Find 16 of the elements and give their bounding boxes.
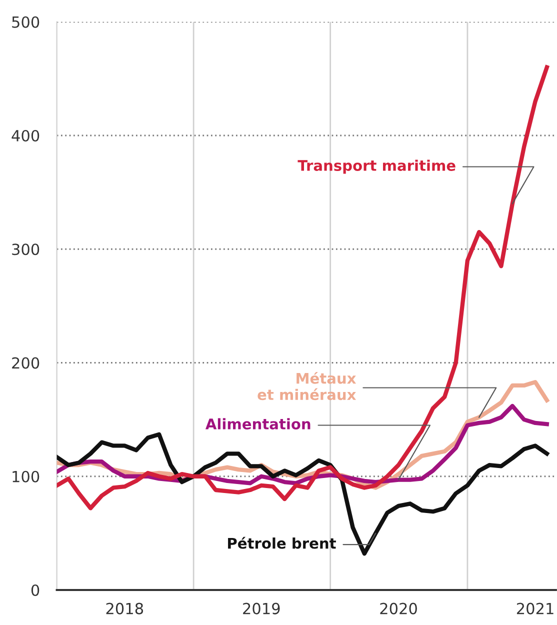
- text: Métaux et minéraux: [258, 372, 356, 400]
- y-tick-label: 300: [12, 244, 40, 256]
- line-series: [56, 65, 549, 510]
- x-tick-label: 2020: [380, 602, 417, 614]
- y-tick-label: 0: [31, 584, 40, 596]
- x-tick-label: 2021: [516, 602, 554, 614]
- x-tick-label: 2018: [106, 602, 144, 614]
- y-tick-label: 100: [12, 470, 40, 482]
- x-tick-label: 2019: [243, 602, 280, 614]
- y-tick-label: 500: [12, 16, 40, 28]
- series-label: Pétrole brent: [228, 536, 336, 549]
- y-tick-label: 400: [12, 130, 40, 142]
- text: Transport maritime: [298, 160, 456, 174]
- text: Alimentation: [205, 418, 310, 430]
- y-tick-label: 200: [12, 357, 40, 369]
- line-series: [56, 432, 549, 556]
